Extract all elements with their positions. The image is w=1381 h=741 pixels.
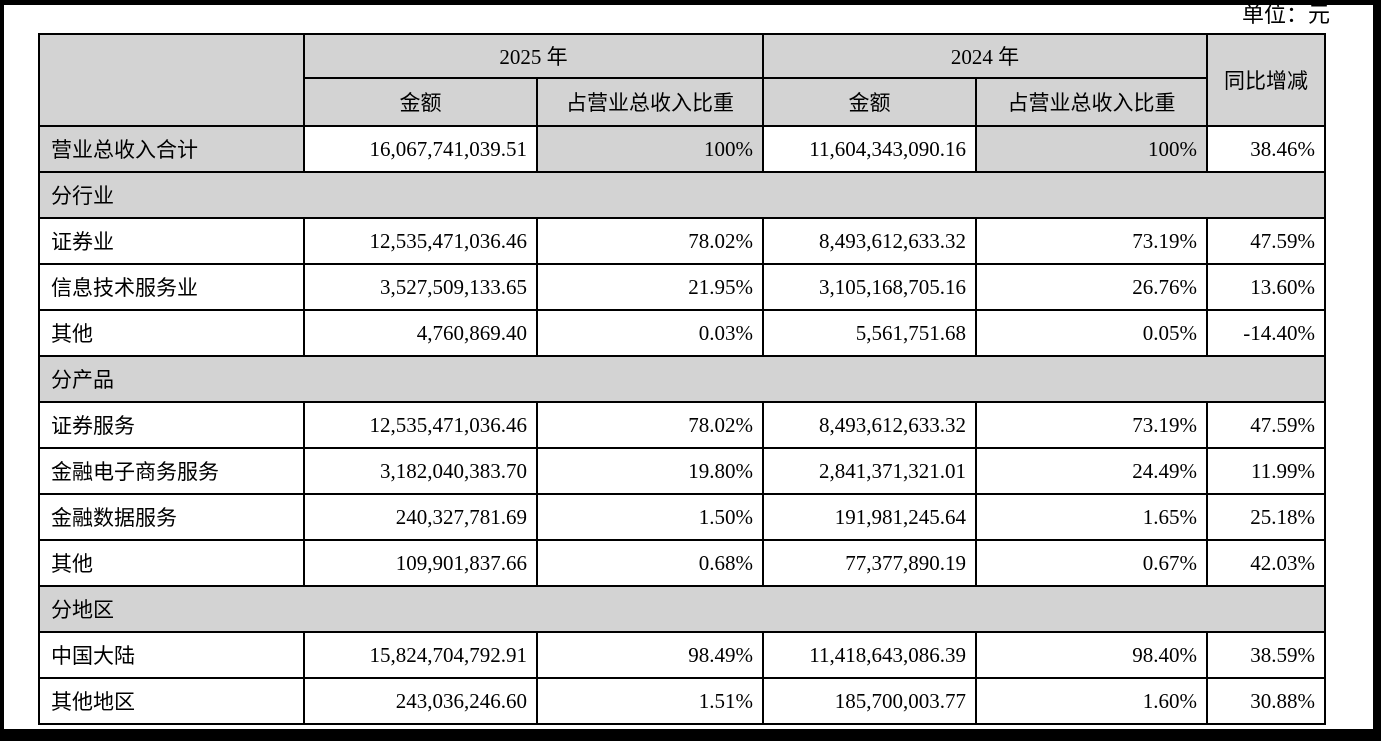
amount-2025: 12,535,471,036.46	[303, 217, 538, 265]
header-yoy: 同比增减	[1206, 33, 1326, 127]
amount-2024: 191,981,245.64	[762, 493, 977, 541]
table-row: 信息技术服务业 3,527,509,133.65 21.95% 3,105,16…	[38, 263, 1326, 311]
row-label: 中国大陆	[38, 631, 305, 679]
share-2025: 0.03%	[536, 309, 764, 357]
share-2024: 98.40%	[975, 631, 1208, 679]
share-2025: 1.50%	[536, 493, 764, 541]
page-border-left	[0, 0, 4, 741]
share-2025: 100%	[536, 125, 764, 173]
yoy-value: 13.60%	[1206, 263, 1326, 311]
share-2024: 1.60%	[975, 677, 1208, 725]
yoy-value: -14.40%	[1206, 309, 1326, 357]
table-row: 其他 4,760,869.40 0.03% 5,561,751.68 0.05%…	[38, 309, 1326, 357]
share-2025: 1.51%	[536, 677, 764, 725]
amount-2024: 5,561,751.68	[762, 309, 977, 357]
page-border-top	[0, 0, 1381, 5]
header-corner-cell	[38, 33, 305, 127]
amount-2024: 11,604,343,090.16	[762, 125, 977, 173]
share-2025: 78.02%	[536, 401, 764, 449]
header-year-2025: 2025 年	[303, 33, 764, 79]
section-row-region: 分地区	[38, 585, 1326, 633]
row-label: 信息技术服务业	[38, 263, 305, 311]
section-row-product: 分产品	[38, 355, 1326, 403]
amount-2025: 3,527,509,133.65	[303, 263, 538, 311]
amount-2024: 2,841,371,321.01	[762, 447, 977, 495]
yoy-value: 38.59%	[1206, 631, 1326, 679]
share-2024: 24.49%	[975, 447, 1208, 495]
table-row: 金融电子商务服务 3,182,040,383.70 19.80% 2,841,3…	[38, 447, 1326, 495]
share-2025: 78.02%	[536, 217, 764, 265]
row-label: 证券服务	[38, 401, 305, 449]
amount-2024: 8,493,612,633.32	[762, 401, 977, 449]
share-2025: 19.80%	[536, 447, 764, 495]
table-row: 其他地区 243,036,246.60 1.51% 185,700,003.77…	[38, 677, 1326, 725]
share-2024: 100%	[975, 125, 1208, 173]
row-label: 其他	[38, 309, 305, 357]
share-2024: 1.65%	[975, 493, 1208, 541]
amount-2025: 109,901,837.66	[303, 539, 538, 587]
amount-2025: 15,824,704,792.91	[303, 631, 538, 679]
yoy-value: 47.59%	[1206, 217, 1326, 265]
table-row: 证券服务 12,535,471,036.46 78.02% 8,493,612,…	[38, 401, 1326, 449]
amount-2025: 4,760,869.40	[303, 309, 538, 357]
share-2024: 0.67%	[975, 539, 1208, 587]
page-border-right	[1373, 0, 1381, 741]
table-row-total: 营业总收入合计 16,067,741,039.51 100% 11,604,34…	[38, 125, 1326, 173]
header-row-years: 2025 年 2024 年 同比增减	[38, 33, 1326, 127]
amount-2025: 16,067,741,039.51	[303, 125, 538, 173]
yoy-value: 30.88%	[1206, 677, 1326, 725]
revenue-breakdown-table: 2025 年 2024 年 同比增减 金额 占营业总收入比重 金额 占营业总收入…	[38, 33, 1326, 725]
yoy-value: 47.59%	[1206, 401, 1326, 449]
amount-2025: 240,327,781.69	[303, 493, 538, 541]
amount-2025: 3,182,040,383.70	[303, 447, 538, 495]
header-share-2024: 占营业总收入比重	[975, 77, 1208, 127]
amount-2024: 11,418,643,086.39	[762, 631, 977, 679]
table-row: 金融数据服务 240,327,781.69 1.50% 191,981,245.…	[38, 493, 1326, 541]
page-border-bottom	[0, 729, 1381, 741]
yoy-value: 38.46%	[1206, 125, 1326, 173]
row-label: 证券业	[38, 217, 305, 265]
section-label: 分产品	[38, 355, 1326, 403]
section-row-industry: 分行业	[38, 171, 1326, 219]
table-row: 证券业 12,535,471,036.46 78.02% 8,493,612,6…	[38, 217, 1326, 265]
share-2024: 26.76%	[975, 263, 1208, 311]
share-2025: 98.49%	[536, 631, 764, 679]
share-2025: 0.68%	[536, 539, 764, 587]
unit-label: 单位：元	[1241, 2, 1330, 27]
share-2025: 21.95%	[536, 263, 764, 311]
header-row-subcolumns: 金额 占营业总收入比重 金额 占营业总收入比重	[39, 77, 1325, 127]
yoy-value: 25.18%	[1206, 493, 1326, 541]
table-row: 中国大陆 15,824,704,792.91 98.49% 11,418,643…	[38, 631, 1326, 679]
row-label: 其他	[38, 539, 305, 587]
yoy-value: 11.99%	[1206, 447, 1326, 495]
table-row: 其他 109,901,837.66 0.68% 77,377,890.19 0.…	[38, 539, 1326, 587]
header-year-2024: 2024 年	[762, 33, 1208, 79]
row-label: 营业总收入合计	[38, 125, 305, 173]
amount-2024: 8,493,612,633.32	[762, 217, 977, 265]
section-label: 分行业	[38, 171, 1326, 219]
header-share-2025: 占营业总收入比重	[536, 77, 764, 127]
share-2024: 73.19%	[975, 401, 1208, 449]
amount-2025: 12,535,471,036.46	[303, 401, 538, 449]
amount-2024: 77,377,890.19	[762, 539, 977, 587]
amount-2025: 243,036,246.60	[303, 677, 538, 725]
share-2024: 0.05%	[975, 309, 1208, 357]
header-amount-2024: 金额	[762, 77, 977, 127]
row-label: 其他地区	[38, 677, 305, 725]
section-label: 分地区	[38, 585, 1326, 633]
row-label: 金融电子商务服务	[38, 447, 305, 495]
header-amount-2025: 金额	[303, 77, 538, 127]
amount-2024: 185,700,003.77	[762, 677, 977, 725]
amount-2024: 3,105,168,705.16	[762, 263, 977, 311]
share-2024: 73.19%	[975, 217, 1208, 265]
row-label: 金融数据服务	[38, 493, 305, 541]
yoy-value: 42.03%	[1206, 539, 1326, 587]
